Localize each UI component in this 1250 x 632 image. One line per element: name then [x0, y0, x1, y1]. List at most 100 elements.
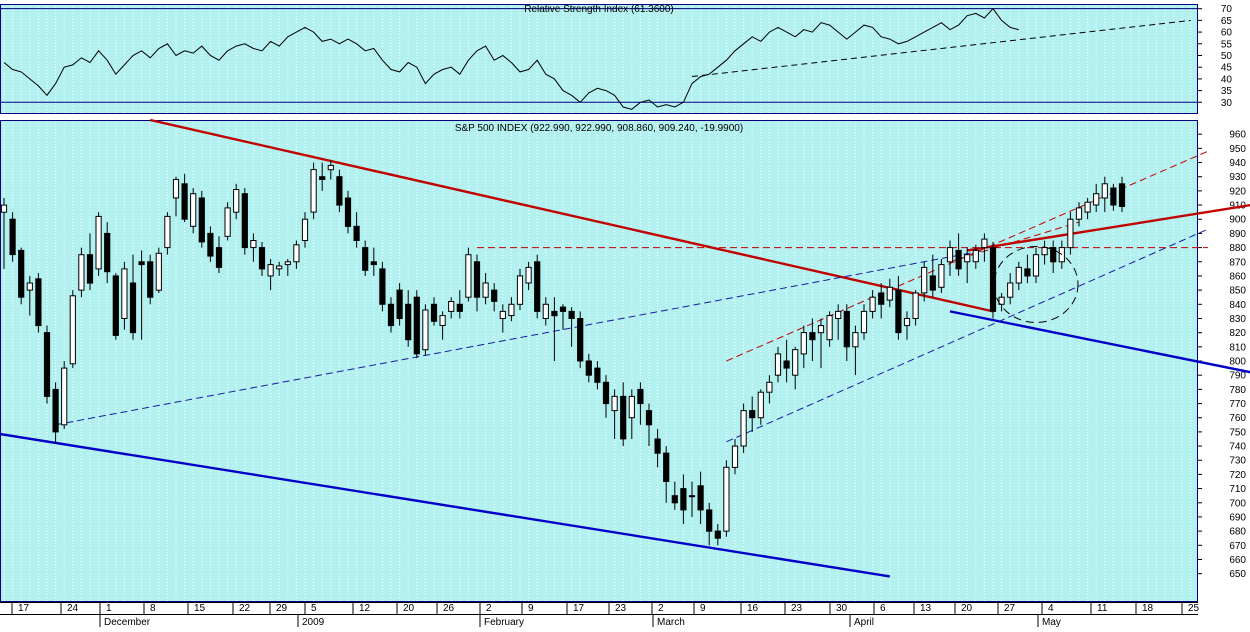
candle-down: [9, 218, 16, 256]
candle-up: [508, 303, 515, 317]
candle-down: [714, 530, 721, 539]
candle-up: [826, 315, 833, 341]
candle-up: [78, 254, 85, 291]
x-tick-label: 16: [747, 603, 759, 614]
x-tick-label: 25: [1188, 603, 1200, 614]
candle-up: [981, 238, 988, 249]
price-y-tick-label: 830: [1229, 314, 1246, 325]
candle-down: [362, 247, 369, 271]
candle-down: [86, 254, 94, 284]
x-tick-label: 23: [791, 603, 803, 614]
candle-down: [430, 303, 438, 322]
x-tick-label: 20: [403, 603, 415, 614]
candle-up: [972, 249, 979, 263]
price-y-tick-label: 710: [1229, 484, 1246, 495]
candle-up: [310, 169, 317, 213]
candle-up: [792, 349, 799, 376]
price-y-tick-label: 840: [1229, 300, 1246, 311]
red-trendline: [967, 204, 1250, 252]
rsi-dashed-trendline: [691, 19, 1191, 78]
candle-up: [301, 218, 309, 241]
candle-up: [0, 204, 8, 213]
candle-down: [697, 485, 704, 511]
candle-up: [448, 301, 455, 312]
candle-down: [680, 488, 687, 511]
candle-down: [654, 438, 661, 454]
blue-trendline: [949, 310, 1250, 374]
price-y-tick-label: 820: [1229, 328, 1246, 339]
price-y-tick-label: 770: [1229, 399, 1246, 410]
candle-down: [336, 176, 343, 206]
rsi-y-tick-label: 45: [1221, 63, 1233, 74]
candle-up: [903, 318, 911, 327]
x-tick-label: 17: [573, 603, 585, 614]
candle-down: [396, 289, 403, 320]
price-y-tick-label: 810: [1229, 342, 1246, 353]
x-tick-label: 20: [961, 603, 973, 614]
candle-up: [1093, 193, 1100, 206]
rsi-y-tick-label: 40: [1221, 74, 1233, 85]
x-tick-label: 11: [1097, 603, 1108, 614]
price-y-tick-label: 950: [1229, 144, 1246, 155]
rsi-panel-background: [0, 4, 1198, 114]
candle-down: [620, 395, 627, 440]
candle-down: [895, 289, 902, 334]
candle-up: [284, 261, 291, 266]
candle-down: [551, 310, 558, 317]
candle-down: [1024, 268, 1031, 277]
candle-up: [998, 296, 1005, 305]
dashed-trendline: [55, 249, 985, 426]
candle-down: [577, 318, 584, 362]
price-y-tick-label: 940: [1229, 158, 1246, 169]
candle-up: [723, 466, 730, 532]
candle-down: [353, 225, 360, 242]
price-y-tick-label: 880: [1229, 243, 1246, 254]
candle-up: [525, 266, 532, 284]
candle-up: [860, 310, 868, 334]
candle-down: [491, 289, 498, 302]
candle-up: [190, 193, 197, 227]
candle-up: [250, 240, 257, 249]
y-axis-area: [1198, 0, 1250, 627]
rsi-y-tick-label: 60: [1221, 28, 1233, 39]
candle-down: [637, 388, 644, 405]
x-tick-label: 24: [67, 603, 79, 614]
month-label: May: [1042, 617, 1061, 627]
month-label: March: [657, 617, 685, 627]
candle-down: [783, 360, 790, 369]
candle-down: [568, 310, 575, 319]
candle-up: [1075, 207, 1083, 220]
candle-down: [1050, 247, 1057, 263]
x-tick-label: 29: [276, 603, 288, 614]
candle-up: [835, 310, 842, 319]
price-y-tick-label: 780: [1229, 385, 1246, 396]
candle-down: [241, 193, 248, 249]
price-y-tick-label: 920: [1229, 186, 1246, 197]
candle-up: [61, 367, 68, 426]
red-trendline: [149, 118, 994, 313]
candle-up: [766, 381, 773, 393]
candle-down: [602, 381, 610, 405]
candle-up: [817, 325, 825, 334]
month-label: April: [854, 617, 874, 627]
candle-down: [43, 332, 51, 397]
candle-up: [921, 266, 928, 294]
rsi-frame: [0, 4, 1198, 114]
candle-up: [611, 395, 618, 412]
candle-down: [1110, 187, 1117, 206]
x-tick-label: 22: [239, 603, 251, 614]
candle-down: [198, 197, 205, 243]
candle-up: [233, 189, 240, 213]
consolidation-ellipse: [993, 245, 1079, 323]
price-y-tick-label: 730: [1229, 456, 1246, 467]
candle-up: [774, 353, 782, 376]
candle-up: [499, 310, 506, 319]
candle-up: [869, 296, 876, 312]
candle-down: [749, 410, 756, 419]
candle-up: [26, 282, 33, 291]
x-tick-label: 2: [486, 603, 492, 614]
candle-down: [955, 249, 962, 270]
x-tick-label: 6: [880, 603, 886, 614]
price-y-tick-label: 790: [1229, 371, 1246, 382]
